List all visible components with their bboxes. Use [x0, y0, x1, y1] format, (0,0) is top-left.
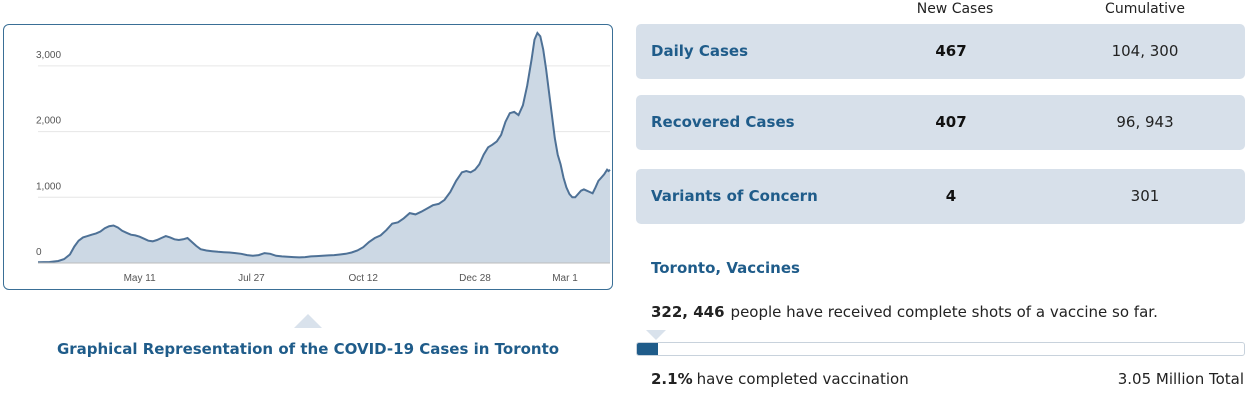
- y-tick-label: 0: [36, 247, 42, 258]
- vaccination-progress-bar: [636, 342, 1245, 356]
- y-tick-label: 1,000: [36, 181, 61, 192]
- row-recovered-cases: Recovered Cases 407 96, 943: [636, 95, 1245, 150]
- row-cumulative-value: 301: [1130, 187, 1160, 205]
- vaccines-title: Toronto, Vaccines: [651, 259, 800, 277]
- vaccines-sentence-text: people have received complete shots of a…: [730, 303, 1158, 321]
- vaccines-count: 322, 446: [651, 303, 725, 321]
- vaccination-percent-line: 2.1% have completed vaccination: [651, 370, 909, 388]
- header-new-cases: New Cases: [916, 1, 994, 17]
- cases-chart-svg: 0 1,000 2,000 3,000 May 11 Jul 27 Oct 12 Dec 28…: [36, 31, 611, 284]
- x-tick-label: Oct 12: [348, 273, 378, 284]
- row-daily-cases: Daily Cases 467 104, 300: [636, 24, 1245, 79]
- vaccination-percent: 2.1%: [651, 370, 693, 388]
- x-tick-label: May 11: [124, 273, 156, 284]
- cases-line: [37, 31, 611, 264]
- population-total: 3.05 Million Total: [1117, 370, 1244, 388]
- header-cumulative: Cumulative: [1105, 1, 1185, 17]
- row-new-value: 4: [945, 187, 957, 205]
- row-cumulative-value: 104, 300: [1111, 42, 1179, 60]
- row-label: Variants of Concern: [651, 187, 818, 205]
- cases-chart: 0 1,000 2,000 3,000 May 11 Jul 27 Oct 12 Dec 28…: [3, 24, 613, 290]
- vaccination-progress-fill: [637, 343, 659, 355]
- row-label: Recovered Cases: [651, 113, 795, 131]
- x-tick-label: Mar 1: [552, 273, 578, 284]
- row-label: Daily Cases: [651, 42, 749, 60]
- progress-pointer: [646, 330, 666, 340]
- caption-pointer: [294, 314, 322, 328]
- x-tick-label: Dec 28: [459, 273, 491, 284]
- y-tick-label: 2,000: [36, 116, 61, 127]
- cases-area: [38, 33, 610, 263]
- row-new-value: 407: [935, 113, 967, 131]
- chart-caption: Graphical Representation of the COVID-19…: [56, 340, 560, 358]
- row-new-value: 467: [935, 42, 967, 60]
- x-tick-label: Jul 27: [238, 273, 265, 284]
- vaccines-sentence: 322, 446 people have received complete sh…: [651, 303, 1158, 321]
- row-variants-of-concern: Variants of Concern 4 301: [636, 169, 1245, 224]
- y-tick-label: 3,000: [36, 50, 61, 61]
- row-cumulative-value: 96, 943: [1116, 113, 1174, 131]
- vaccination-percent-text: have completed vaccination: [696, 370, 909, 388]
